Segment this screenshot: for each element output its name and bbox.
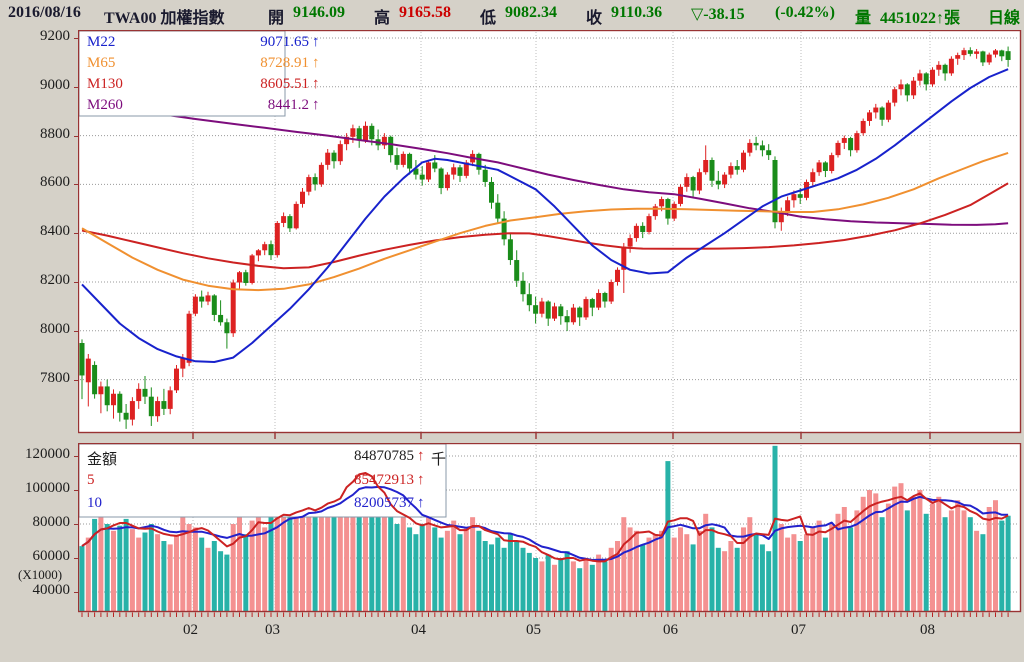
price-legend-row-M260: M260 8441.2 ↑ [79,97,320,118]
price-tickmark [74,184,78,186]
series-value: 85472913 [354,471,414,488]
price-legend-row-M130: M130 8605.51 ↑ [79,76,320,97]
price-tickmark [74,38,78,39]
volume-tickmark [74,558,78,559]
ma-name: M260 [87,97,123,113]
price-tickmark [74,379,78,381]
up-arrow-icon: ↑ [312,76,320,92]
price-legend-row-M65: M65 8728.91 ↑ [79,55,320,76]
price-tick-8200: 8200 [40,272,70,288]
price-tickmark [74,233,78,235]
volume-legend-row-10: 10 82005737 ↑ [79,495,445,519]
symbol-label: TWA00 加權指數 [104,10,225,27]
x-month-label-06: 06 [663,622,678,638]
volume-legend-row-金額: 金額 84870785 ↑ 千 [79,448,447,472]
series-name: 10 [87,495,102,511]
series-value: 82005737 [354,495,414,511]
price-tickmark [74,86,78,88]
price-tick-7800: 7800 [40,369,70,386]
change-pct-value: (-0.42%) [775,4,835,21]
high-value: 9165.58 [399,4,451,21]
up-arrow-icon: ↑ [312,34,320,50]
ma-value: 8441.2 [267,97,309,113]
volume-tickmark [74,456,78,457]
up-arrow-icon: ↑ [312,55,320,71]
x-month-label-04: 04 [411,622,426,638]
ma-line-M260 [81,100,1009,226]
price-tickmark [74,330,78,332]
volume-label: 量 [855,10,872,27]
volume-legend-row-5: 5 85472913 ↑ [79,472,445,496]
open-value: 9146.09 [293,4,345,21]
volume-tick-80000: 80000 [32,514,71,530]
price-chart-plot[interactable] [78,30,1022,440]
low-value: 9082.34 [505,4,557,21]
vol-ma5 [81,472,1009,563]
up-arrow-icon: ↑ [417,471,425,488]
close-value: 9110.36 [611,4,663,21]
ma-line-M22 [81,68,1009,363]
vol-ma10 [81,485,1009,561]
price-tickmark [74,282,78,283]
price-tickmark [74,135,78,137]
up-arrow-icon: ↑ [417,448,425,464]
x-month-label-02: 02 [183,622,198,638]
up-arrow-icon: ↑ [312,97,320,113]
volume-tick-40000: 40000 [32,582,71,598]
ma-value: 9071.65 [260,34,309,50]
price-tick-9200: 9200 [40,28,70,44]
volume-tick-60000: 60000 [32,548,71,564]
header-bar: 2016/08/16 TWA00 加權指數 開 9146.09 高 9165.5… [0,0,1024,28]
change-value: ▽-38.15 [691,6,745,23]
ma-name: M130 [87,76,123,92]
price-tick-8600: 8600 [40,174,70,191]
low-label: 低 [480,10,497,27]
x-month-label-03: 03 [265,622,280,638]
ma-line-M130 [81,182,1009,270]
ma-value: 8728.91 [260,55,309,71]
ma-value: 8605.51 [260,76,309,92]
volume-bars [79,445,1011,611]
x-month-label-05: 05 [526,622,541,638]
price-tick-8000: 8000 [40,320,70,337]
x-month-label-07: 07 [791,622,806,638]
candlesticks [79,46,1011,429]
volume-tick-120000: 120000 [25,446,70,462]
ma-name: M22 [87,34,116,50]
volume-tickmark [74,592,78,593]
volume-tick-100000: 100000 [25,480,70,496]
price-tick-8800: 8800 [40,125,70,142]
period-selector[interactable]: 日線 [988,10,1021,27]
date-label: 2016/08/16 [8,4,81,21]
up-arrow-icon: ↑ [417,495,425,511]
series-name: 金額 [87,452,118,468]
high-label: 高 [374,10,391,27]
volume-unit-label: (X1000) [18,567,63,582]
volume-chart-plot[interactable] [78,443,1022,619]
unit-suffix: 千 [431,452,447,468]
open-label: 開 [268,10,285,27]
volume-tickmark [74,524,78,525]
price-tick-9000: 9000 [40,76,70,93]
volume-value: 4451022↑張 [880,10,961,27]
volume-tickmark [74,490,78,491]
price-legend-row-M22: M22 9071.65 ↑ [79,34,320,55]
series-name: 5 [87,471,95,488]
ma-name: M65 [87,55,116,71]
price-tick-8400: 8400 [40,223,70,240]
x-month-label-08: 08 [920,622,935,638]
series-value: 84870785 [354,448,414,464]
close-label: 收 [586,10,603,27]
